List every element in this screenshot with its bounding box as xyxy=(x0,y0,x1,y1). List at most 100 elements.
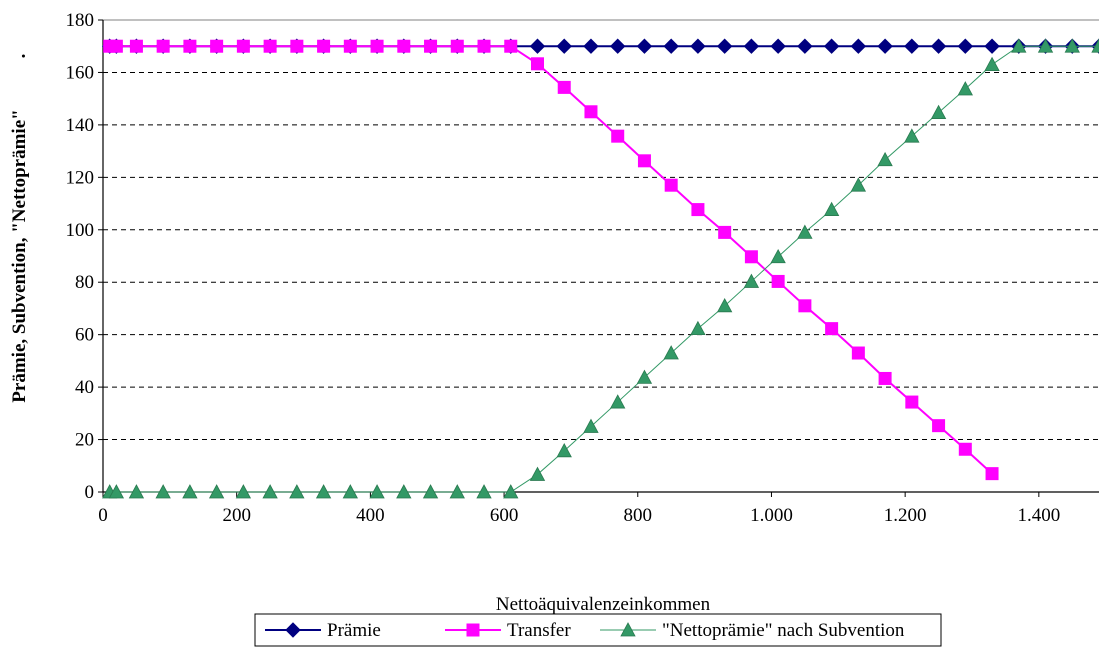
data-point xyxy=(129,39,143,53)
data-point xyxy=(984,38,1000,54)
data-point xyxy=(825,322,839,336)
data-point xyxy=(1064,38,1080,53)
data-point xyxy=(108,484,125,499)
data-point xyxy=(823,201,840,216)
data-point xyxy=(771,274,785,288)
data-point xyxy=(557,80,571,94)
legend-box xyxy=(254,613,942,647)
data-point xyxy=(290,39,304,53)
data-point xyxy=(636,369,653,384)
data-point xyxy=(556,38,572,54)
legend-marker xyxy=(620,622,636,637)
data-point xyxy=(396,484,412,499)
data-point xyxy=(109,39,123,53)
data-point xyxy=(636,38,653,54)
y-tick-label: 100 xyxy=(66,220,95,241)
data-point xyxy=(422,484,439,499)
data-point xyxy=(529,38,546,54)
data-point xyxy=(182,484,198,499)
data-point xyxy=(529,466,546,481)
data-point xyxy=(770,38,786,54)
data-point xyxy=(476,484,492,499)
data-point xyxy=(183,39,197,53)
data-point xyxy=(797,224,813,239)
data-point xyxy=(851,346,865,360)
data-point xyxy=(957,38,974,54)
data-point xyxy=(663,345,679,360)
series-3 xyxy=(102,38,1099,499)
data-point xyxy=(263,39,277,53)
data-point xyxy=(637,154,651,168)
legend-label: Transfer xyxy=(507,620,571,641)
y-tick-label: 60 xyxy=(75,325,94,346)
data-point xyxy=(235,484,252,499)
data-point xyxy=(370,39,384,53)
x-tick-label: 600 xyxy=(490,505,519,526)
tick-labels: 0 20 40 60 80 100 120 140 160 180 0 200 400 600 800 1.0… xyxy=(66,10,1061,526)
x-axis-title: Nettoäquivalenzeinkommen xyxy=(496,594,711,615)
y-tick-label: 40 xyxy=(75,377,94,398)
data-point xyxy=(208,484,225,499)
data-point xyxy=(958,442,972,456)
x-tick-label: 1.000 xyxy=(750,505,793,526)
data-point xyxy=(798,299,812,313)
data-point xyxy=(210,39,224,53)
data-point xyxy=(128,484,145,499)
data-point xyxy=(477,39,491,53)
data-point xyxy=(503,484,519,499)
data-point xyxy=(664,178,678,192)
data-point xyxy=(663,38,679,54)
y-tick-label: 80 xyxy=(75,272,94,293)
data-point xyxy=(584,105,598,119)
x-tick-label: 200 xyxy=(222,505,251,526)
series-line xyxy=(109,45,993,475)
data-point xyxy=(904,38,920,54)
legend-marker xyxy=(466,623,480,637)
series-line xyxy=(109,45,1099,493)
data-point xyxy=(743,38,760,54)
data-point xyxy=(877,151,893,167)
data-point xyxy=(1091,38,1099,53)
data-point xyxy=(850,38,867,54)
legend-marker xyxy=(285,622,301,638)
data-point xyxy=(690,38,706,54)
x-tick-label: 1.400 xyxy=(1017,505,1060,526)
data-point xyxy=(690,320,706,336)
data-point xyxy=(583,418,599,433)
data-point xyxy=(904,128,920,143)
annotation-dot: . xyxy=(9,54,30,59)
data-point xyxy=(770,248,786,264)
x-tick-label: 400 xyxy=(356,505,385,526)
y-tick-label: 160 xyxy=(66,62,95,83)
data-point xyxy=(530,57,544,71)
data-point xyxy=(449,484,465,499)
data-point xyxy=(878,371,892,385)
series-group xyxy=(101,38,1099,499)
data-point xyxy=(315,484,332,499)
data-point xyxy=(317,39,331,53)
legend: Prämie Transfer "Nettoprämie" nach Subvent… xyxy=(254,613,942,647)
x-tick-label: 0 xyxy=(98,505,108,526)
axes xyxy=(98,19,1099,497)
y-tick-label: 120 xyxy=(66,167,95,188)
data-point xyxy=(262,484,278,499)
data-point xyxy=(797,38,813,54)
x-tick-label: 800 xyxy=(624,505,653,526)
data-point xyxy=(236,39,250,53)
data-point xyxy=(691,203,705,217)
data-point xyxy=(369,484,385,499)
data-point xyxy=(611,129,625,143)
data-point xyxy=(905,395,919,409)
data-point xyxy=(610,394,626,409)
data-point xyxy=(424,39,438,53)
data-point xyxy=(985,467,999,481)
y-tick-label: 20 xyxy=(75,430,94,451)
y-tick-label: 140 xyxy=(66,115,95,136)
data-point xyxy=(823,38,840,54)
data-point xyxy=(850,177,867,192)
legend-label: Prämie xyxy=(327,620,381,641)
gridlines xyxy=(103,71,1099,441)
data-point xyxy=(556,442,572,458)
data-point xyxy=(1011,38,1027,53)
